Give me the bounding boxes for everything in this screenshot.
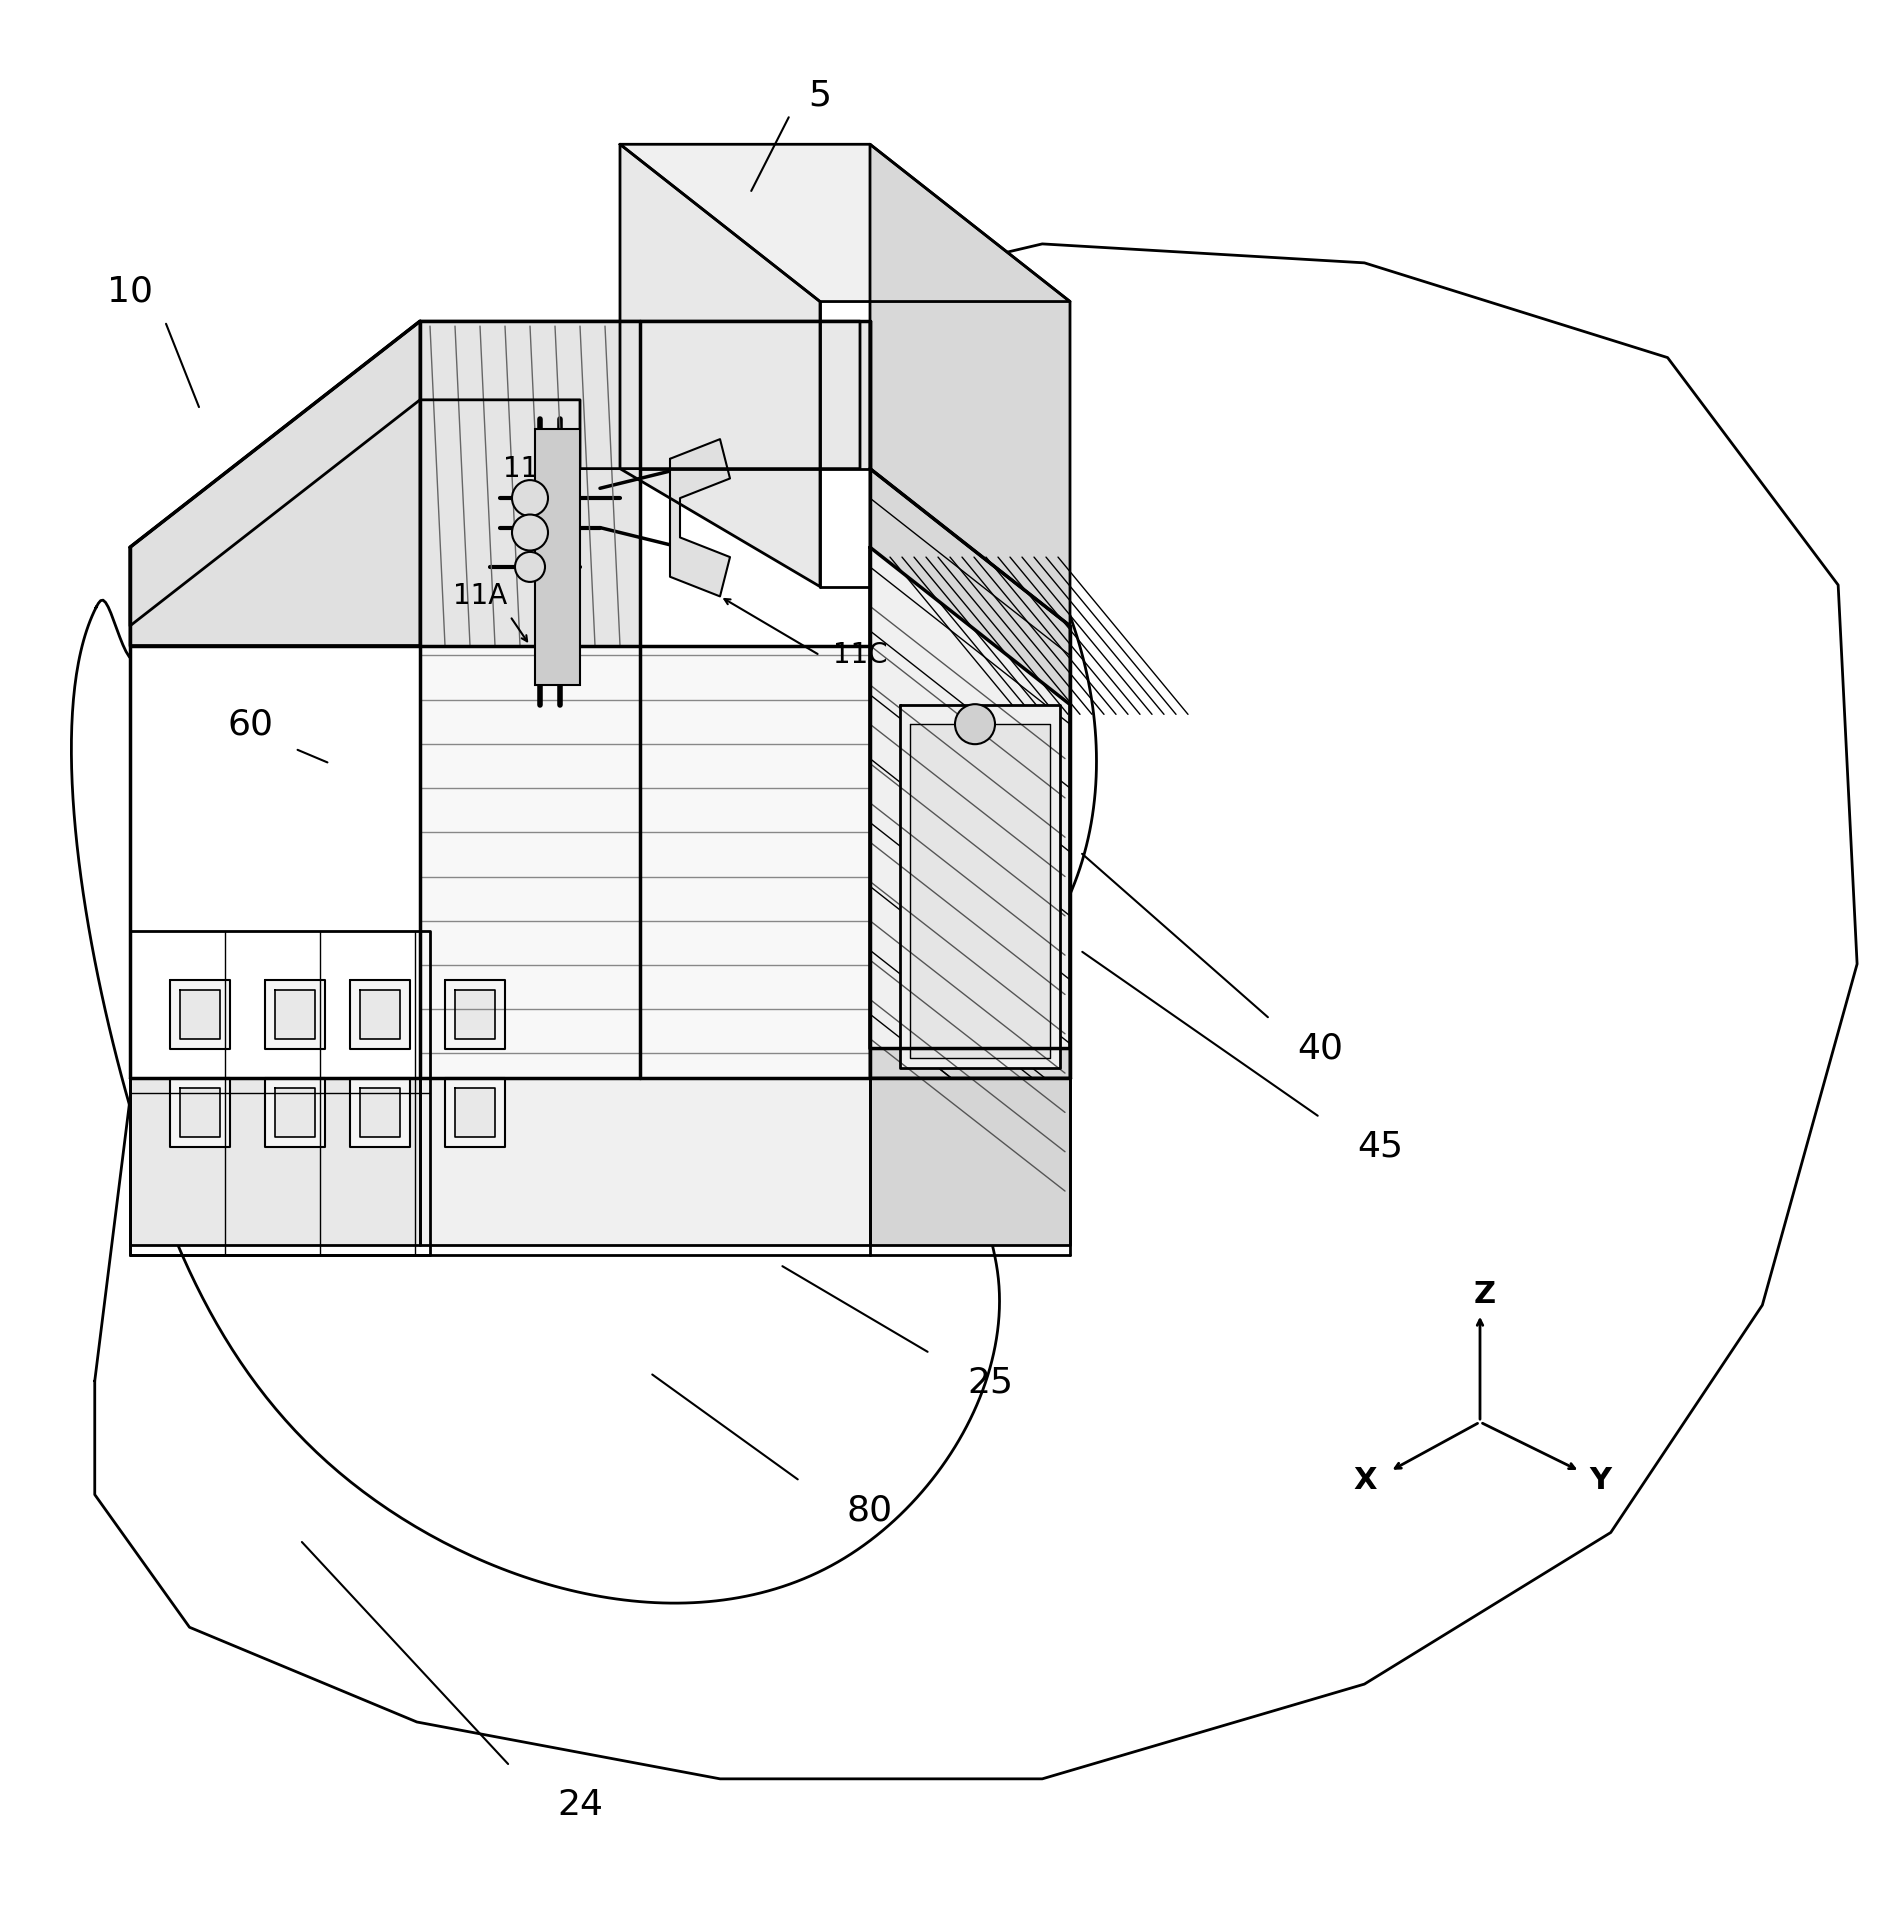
Polygon shape: [671, 440, 730, 596]
Text: 80: 80: [847, 1494, 893, 1527]
Polygon shape: [421, 322, 641, 646]
Circle shape: [955, 704, 995, 744]
Polygon shape: [455, 1087, 495, 1138]
Polygon shape: [171, 1078, 229, 1147]
Text: 25: 25: [966, 1365, 1014, 1400]
Polygon shape: [620, 145, 1071, 301]
Polygon shape: [131, 322, 860, 627]
Text: 11A: 11A: [453, 582, 508, 611]
Polygon shape: [421, 1078, 870, 1245]
Polygon shape: [870, 145, 1071, 627]
Polygon shape: [360, 1087, 400, 1138]
Text: 5: 5: [809, 79, 832, 112]
Polygon shape: [455, 989, 495, 1039]
Polygon shape: [641, 646, 870, 1078]
Polygon shape: [910, 725, 1050, 1058]
Polygon shape: [900, 704, 1059, 1068]
Text: X: X: [1353, 1467, 1378, 1496]
Text: 10: 10: [106, 274, 153, 308]
Polygon shape: [641, 322, 870, 469]
Text: 60: 60: [227, 708, 273, 740]
Polygon shape: [421, 646, 641, 1078]
Polygon shape: [445, 1078, 504, 1147]
Text: 45: 45: [1357, 1130, 1402, 1165]
Polygon shape: [445, 979, 504, 1049]
Circle shape: [512, 515, 548, 551]
Circle shape: [515, 551, 546, 582]
Polygon shape: [265, 1078, 326, 1147]
Polygon shape: [180, 1087, 220, 1138]
Polygon shape: [180, 989, 220, 1039]
Polygon shape: [131, 1078, 421, 1245]
Text: 11C: 11C: [832, 642, 887, 669]
Polygon shape: [620, 145, 821, 586]
Text: 40: 40: [1296, 1031, 1344, 1066]
Text: 24: 24: [557, 1789, 603, 1822]
Polygon shape: [351, 979, 409, 1049]
Polygon shape: [275, 989, 315, 1039]
Text: Z: Z: [1474, 1280, 1495, 1309]
Polygon shape: [360, 989, 400, 1039]
Polygon shape: [870, 548, 1071, 1049]
Polygon shape: [131, 322, 421, 646]
Polygon shape: [131, 646, 421, 1078]
Polygon shape: [870, 469, 1071, 1078]
Circle shape: [512, 480, 548, 517]
Polygon shape: [351, 1078, 409, 1147]
Polygon shape: [265, 979, 326, 1049]
Bar: [534, 430, 580, 684]
Text: 11B: 11B: [502, 455, 557, 482]
Text: Y: Y: [1590, 1467, 1611, 1496]
Polygon shape: [870, 1078, 1071, 1245]
Polygon shape: [171, 979, 229, 1049]
Polygon shape: [275, 1087, 315, 1138]
